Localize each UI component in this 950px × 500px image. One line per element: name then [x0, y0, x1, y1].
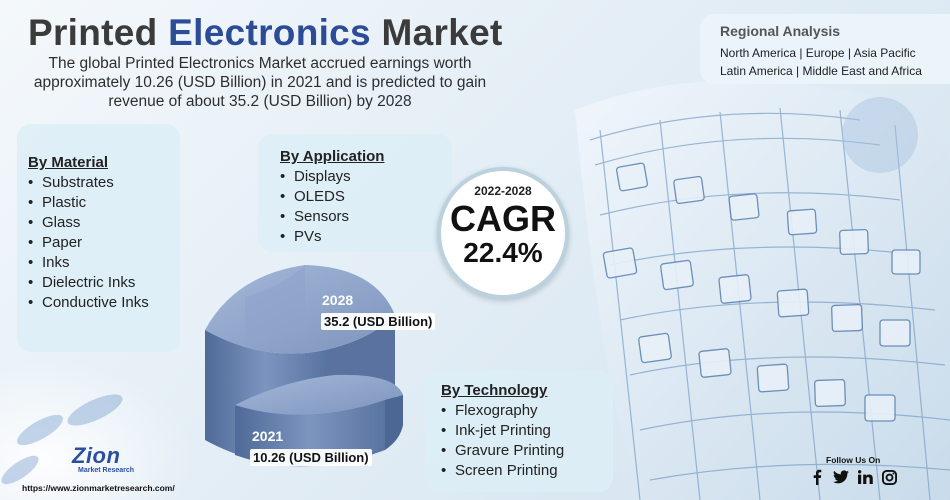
- segment-2021-top: [235, 374, 403, 415]
- bullet: •: [280, 168, 286, 185]
- segment-2021-cap: [385, 395, 403, 450]
- by-material-panel: By Material • Substrates • Plastic • Glass …: [17, 124, 180, 352]
- intro-line-1: The global Printed Electronics Market ac…: [48, 55, 472, 72]
- follow-us-label: Follow Us On: [826, 455, 881, 465]
- instagram-icon[interactable]: [881, 469, 897, 485]
- intro-line-2: approximately 10.26 (USD Billion) in 202…: [33, 74, 487, 91]
- intro-line-3: revenue of about 35.2 (USD Billion) by 2…: [108, 93, 412, 110]
- list-item: • Inks: [28, 254, 70, 271]
- title-word-market: Market: [381, 12, 503, 53]
- by-application-list: • Displays • OLEDS • Sensors • PVs: [280, 167, 452, 247]
- market-growth-cylinder: [205, 265, 403, 467]
- title-word-printed: Printed: [28, 12, 158, 53]
- list-item: • Ink-jet Printing: [441, 422, 551, 439]
- list-item: • Paper: [28, 234, 83, 251]
- list-item: • Displays: [280, 168, 351, 185]
- by-technology-panel: By Technology • Flexography • Ink-jet Prin…: [425, 370, 613, 492]
- by-material-title: By Material: [28, 154, 109, 171]
- bullet: •: [441, 462, 447, 479]
- by-application-title: By Application: [280, 148, 385, 165]
- twitter-icon[interactable]: [833, 469, 849, 485]
- end-value-label: 35.2 (USD Billion): [321, 313, 436, 330]
- logo-text: Zion: [72, 443, 121, 468]
- list-item: • Gravure Printing: [441, 442, 565, 459]
- regional-analysis-box: Regional Analysis North America | Europe…: [700, 14, 950, 84]
- bullet: •: [28, 214, 34, 231]
- cagr-years: 2022-2028: [474, 184, 532, 198]
- bullet: •: [28, 274, 34, 291]
- cagr-label: CAGR: [450, 198, 556, 239]
- cagr-badge: 2022-2028 CAGR 22.4%: [437, 167, 569, 299]
- by-material-list: • Substrates • Plastic • Glass • Paper • Inks…: [28, 173, 180, 313]
- page-title: Printed Electronics Market: [28, 12, 503, 54]
- bullet: •: [280, 228, 286, 245]
- bullet: •: [280, 188, 286, 205]
- list-item: • Glass: [28, 214, 81, 231]
- by-technology-title: By Technology: [441, 382, 548, 399]
- list-item: • Flexography: [441, 402, 538, 419]
- list-item: • Plastic: [28, 194, 87, 211]
- bullet: •: [441, 402, 447, 419]
- cagr-value: 22.4%: [463, 237, 543, 268]
- title-word-electronics: Electronics: [168, 12, 371, 53]
- bullet: •: [28, 254, 34, 271]
- bullet: •: [280, 208, 286, 225]
- facebook-icon[interactable]: [809, 469, 825, 485]
- website-link[interactable]: https://www.zionmarketresearch.com/: [22, 483, 175, 493]
- bullet: •: [28, 294, 34, 311]
- list-item: • Substrates: [28, 174, 114, 191]
- list-item: • PVs: [280, 228, 322, 245]
- linkedin-icon[interactable]: [857, 469, 873, 485]
- list-item: • Dielectric Inks: [28, 274, 136, 291]
- intro-text: The global Printed Electronics Market ac…: [20, 54, 500, 111]
- by-application-panel: By Application • Displays • OLEDS • Sensors…: [258, 134, 452, 252]
- zion-logo: Zion Market Research: [72, 445, 192, 485]
- list-item: • Conductive Inks: [28, 294, 149, 311]
- list-item: • Screen Printing: [441, 462, 558, 479]
- regional-analysis-title: Regional Analysis: [720, 23, 841, 39]
- social-links: [809, 469, 897, 485]
- list-item: • OLEDS: [280, 188, 345, 205]
- regional-line-1: North America | Europe | Asia Pacific: [720, 46, 916, 60]
- bullet: •: [28, 194, 34, 211]
- end-year-label: 2028: [322, 292, 354, 308]
- segment-2028-wall: [245, 265, 305, 345]
- list-item: • Sensors: [280, 208, 350, 225]
- bullet: •: [441, 422, 447, 439]
- bullet: •: [441, 442, 447, 459]
- start-value-label: 10.26 (USD Billion): [250, 449, 372, 466]
- logo-subtext: Market Research: [78, 467, 135, 474]
- by-technology-list: • Flexography • Ink-jet Printing • Gravure …: [441, 401, 613, 481]
- bullet: •: [28, 174, 34, 191]
- start-year-label: 2021: [252, 428, 284, 444]
- regional-line-2: Latin America | Middle East and Africa: [720, 64, 922, 78]
- bullet: •: [28, 234, 34, 251]
